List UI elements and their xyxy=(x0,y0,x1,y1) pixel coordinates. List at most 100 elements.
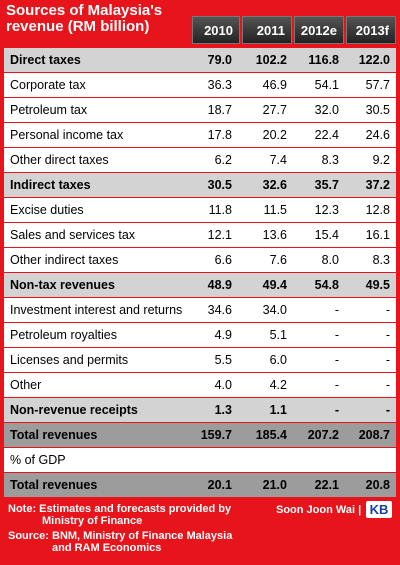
row-label: Total revenues xyxy=(10,428,98,442)
table-row: Direct taxes 79.0 102.2 116.8 122.0 xyxy=(4,48,396,72)
column-header: 2011 xyxy=(242,16,292,44)
row-label: Other xyxy=(10,378,42,392)
table-row: Licenses and permits 5.5 6.0 - - xyxy=(4,348,396,372)
cell-value: 116.8 xyxy=(308,53,339,67)
source: Source: BNM, Ministry of Finance Malaysi… xyxy=(8,530,233,554)
cell-value: 30.5 xyxy=(207,178,232,192)
table-row: Corporate tax 36.3 46.9 54.1 57.7 xyxy=(4,73,396,97)
table-row: Indirect taxes 30.5 32.6 35.7 37.2 xyxy=(4,173,396,197)
row-label: Direct taxes xyxy=(10,53,81,67)
cell-value: 7.4 xyxy=(269,153,287,167)
logo: KB xyxy=(366,501,392,518)
cell-value: - xyxy=(385,303,390,317)
cell-value: 34.0 xyxy=(262,303,287,317)
row-label: Total revenues xyxy=(10,478,98,492)
cell-value: - xyxy=(334,378,339,392)
cell-value: 46.9 xyxy=(262,78,287,92)
cell-value: 1.3 xyxy=(214,403,232,417)
row-label: Sales and services tax xyxy=(10,228,136,242)
cell-value: 35.7 xyxy=(314,178,339,192)
cell-value: 13.6 xyxy=(262,228,287,242)
cell-value: 57.7 xyxy=(365,78,390,92)
cell-value: 12.8 xyxy=(365,203,390,217)
row-label: Excise duties xyxy=(10,203,84,217)
table-row: Sales and services tax 12.1 13.6 15.4 16.1 xyxy=(4,223,396,247)
title: Sources of Malaysia's revenue (RM billio… xyxy=(6,2,163,35)
cell-value: 11.5 xyxy=(263,203,287,217)
cell-value: 5.5 xyxy=(214,353,232,367)
row-label: Investment interest and returns xyxy=(10,303,183,317)
cell-value: 54.8 xyxy=(314,278,339,292)
cell-value: 18.7 xyxy=(207,103,232,117)
cell-value: 49.4 xyxy=(262,278,287,292)
cell-value: 11.8 xyxy=(208,203,232,217)
cell-value: 32.6 xyxy=(262,178,287,192)
cell-value: 15.4 xyxy=(314,228,339,242)
table-row: Other 4.0 4.2 - - xyxy=(4,373,396,397)
table-row: Other indirect taxes 6.6 7.6 8.0 8.3 xyxy=(4,248,396,272)
cell-value: 22.4 xyxy=(314,128,339,142)
cell-value: 12.1 xyxy=(207,228,232,242)
cell-value: 20.1 xyxy=(207,478,232,492)
cell-value: - xyxy=(334,353,339,367)
cell-value: - xyxy=(385,403,390,417)
row-label: Indirect taxes xyxy=(10,178,91,192)
cell-value: 49.5 xyxy=(365,278,390,292)
cell-value: 4.9 xyxy=(214,328,232,342)
cell-value: 102.2 xyxy=(255,53,287,67)
cell-value: 32.0 xyxy=(314,103,339,117)
cell-value: 9.2 xyxy=(372,153,390,167)
author: Soon Joon Wai | xyxy=(276,504,362,516)
cell-value: 36.3 xyxy=(207,78,232,92)
row-label: Licenses and permits xyxy=(10,353,129,367)
row-label: Non-tax revenues xyxy=(10,278,115,292)
table-row: Non-tax revenues 48.9 49.4 54.8 49.5 xyxy=(4,273,396,297)
cell-value: 21.0 xyxy=(262,478,287,492)
cell-value: 1.1 xyxy=(269,403,287,417)
column-header: 2013f xyxy=(346,16,396,44)
table-row: % of GDP xyxy=(4,448,396,472)
cell-value: 27.7 xyxy=(262,103,287,117)
row-label: Petroleum tax xyxy=(10,103,88,117)
cell-value: 208.7 xyxy=(358,428,390,442)
cell-value: - xyxy=(334,328,339,342)
row-label: Petroleum royalties xyxy=(10,328,117,342)
cell-value: 48.9 xyxy=(207,278,232,292)
cell-value: - xyxy=(334,403,339,417)
row-label: Other indirect taxes xyxy=(10,253,119,267)
row-label: Other direct taxes xyxy=(10,153,109,167)
row-label: % of GDP xyxy=(10,453,66,467)
column-header: 2012e xyxy=(294,16,344,44)
table-row: Petroleum royalties 4.9 5.1 - - xyxy=(4,323,396,347)
table-row: Total revenues 20.1 21.0 22.1 20.8 xyxy=(4,473,396,497)
cell-value: 79.0 xyxy=(207,53,232,67)
table-row: Total revenues 159.7 185.4 207.2 208.7 xyxy=(4,423,396,447)
cell-value: 34.6 xyxy=(207,303,232,317)
table-row: Investment interest and returns 34.6 34.0 -… xyxy=(4,298,396,322)
cell-value: 16.1 xyxy=(365,228,390,242)
cell-value: - xyxy=(385,353,390,367)
cell-value: 207.2 xyxy=(307,428,339,442)
cell-value: 4.2 xyxy=(269,378,287,392)
table-row: Other direct taxes 6.2 7.4 8.3 9.2 xyxy=(4,148,396,172)
cell-value: 185.4 xyxy=(255,428,287,442)
cell-value: 54.1 xyxy=(314,78,339,92)
cell-value: 8.0 xyxy=(321,253,339,267)
cell-value: 8.3 xyxy=(321,153,339,167)
column-header: 2010 xyxy=(192,16,240,44)
table-row: Petroleum tax 18.7 27.7 32.0 30.5 xyxy=(4,98,396,122)
cell-value: 8.3 xyxy=(372,253,390,267)
cell-value: 159.7 xyxy=(200,428,232,442)
cell-value: 12.3 xyxy=(314,203,339,217)
cell-value: 122.0 xyxy=(358,53,390,67)
cell-value: 4.0 xyxy=(214,378,232,392)
cell-value: 20.8 xyxy=(365,478,390,492)
cell-value: 37.2 xyxy=(365,178,390,192)
cell-value: 17.8 xyxy=(207,128,232,142)
row-label: Personal income tax xyxy=(10,128,124,142)
cell-value: - xyxy=(385,378,390,392)
table-row: Non-revenue receipts 1.3 1.1 - - xyxy=(4,398,396,422)
table-row: Personal income tax 17.8 20.2 22.4 24.6 xyxy=(4,123,396,147)
cell-value: 6.0 xyxy=(269,353,287,367)
